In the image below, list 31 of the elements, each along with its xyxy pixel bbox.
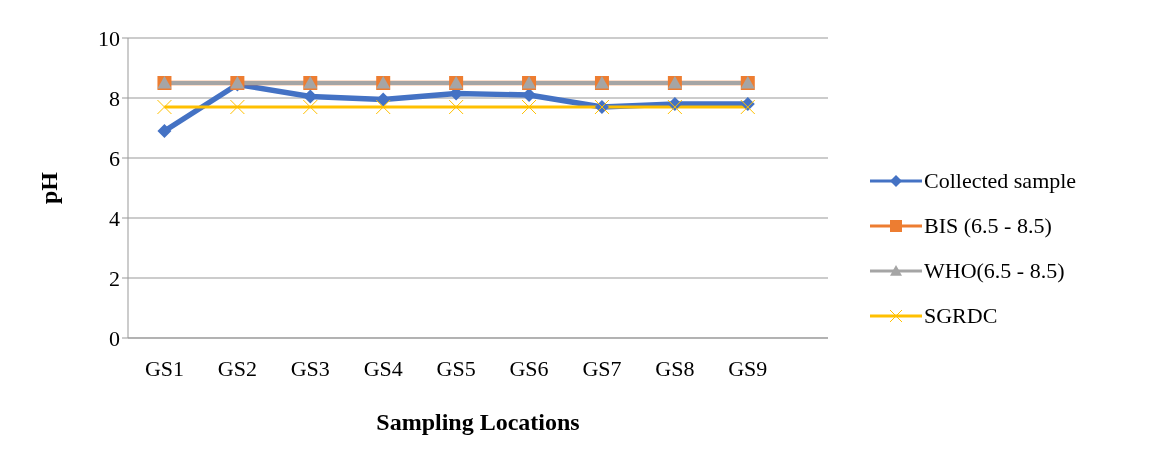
point — [229, 99, 245, 115]
x-tick-label: GS4 — [363, 355, 403, 381]
point — [156, 99, 172, 115]
point — [667, 99, 683, 115]
x-tick-label: GS5 — [436, 355, 476, 381]
point — [521, 99, 537, 115]
y-tick-label: 8 — [109, 85, 120, 111]
y-tick-label: 6 — [109, 145, 120, 171]
point — [157, 124, 172, 138]
y-axis-title: pH — [35, 171, 62, 205]
x-tick-label: GS8 — [655, 355, 695, 381]
x-tick-label: GS1 — [144, 355, 185, 381]
point — [448, 99, 464, 115]
y-tick-label: 4 — [109, 205, 120, 231]
y-tick-label: 0 — [109, 325, 120, 351]
y-tick-label: 10 — [98, 25, 120, 51]
legend-label: WHO(6.5 - 8.5) — [924, 257, 1065, 284]
legend-label: SGRDC — [924, 302, 998, 329]
point — [375, 99, 391, 115]
x-tick-label: GS6 — [509, 355, 549, 381]
point — [740, 99, 756, 115]
x-tick-label: GS9 — [728, 355, 768, 381]
x-tick-label: GS3 — [290, 355, 330, 381]
x-tick-label: GS7 — [582, 355, 622, 381]
point — [302, 99, 318, 115]
legend-label: Collected sample — [924, 167, 1077, 194]
point — [522, 88, 537, 102]
legend-label: BIS (6.5 - 8.5) — [924, 212, 1052, 239]
x-axis-title: Sampling Locations — [376, 409, 580, 435]
x-tick-label: GS2 — [217, 355, 257, 381]
y-tick-label: 2 — [109, 265, 120, 291]
